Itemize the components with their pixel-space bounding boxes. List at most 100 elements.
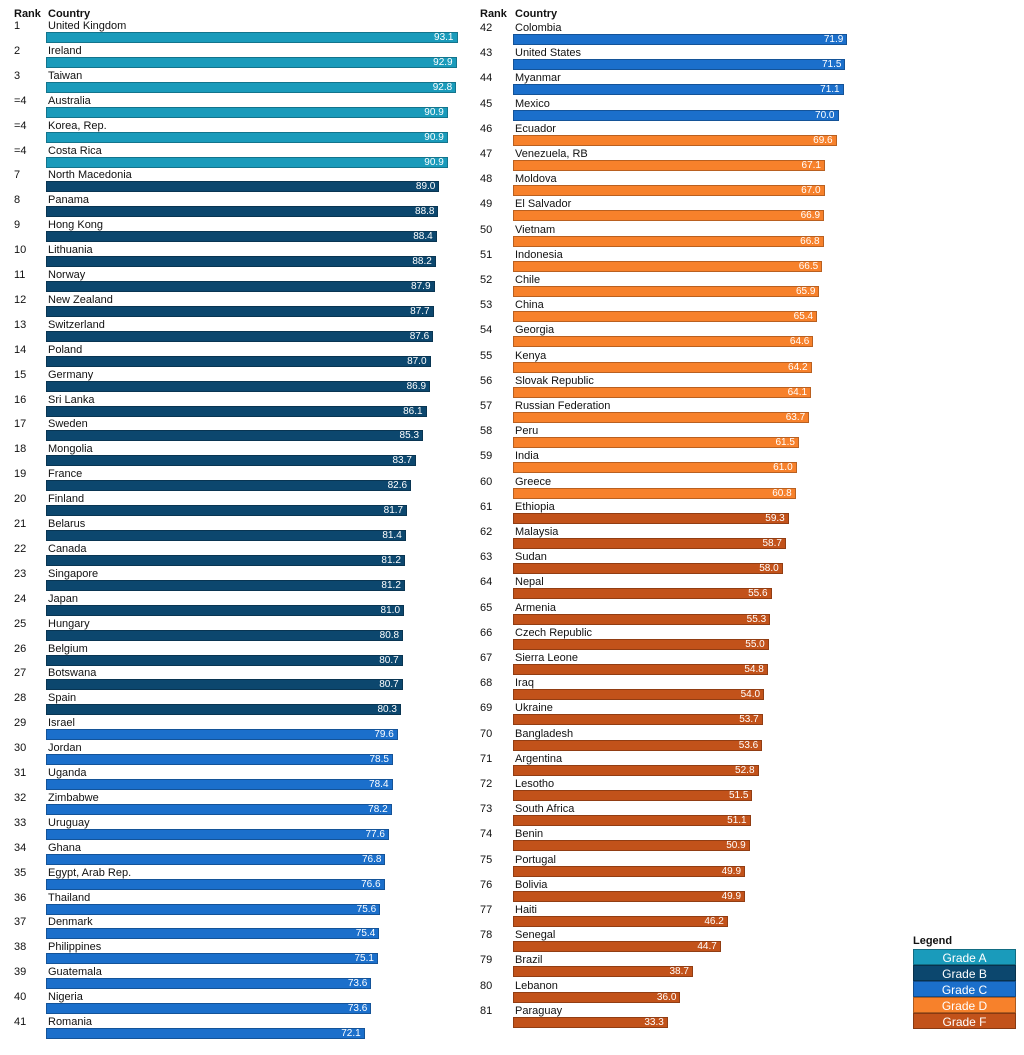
- rank-label: 34: [14, 841, 27, 854]
- rank-label: 45: [480, 97, 493, 110]
- bar: [513, 59, 846, 71]
- bar: [46, 505, 408, 517]
- value-label: 65.4: [793, 311, 814, 323]
- rank-label: 25: [14, 617, 27, 630]
- bar: [513, 588, 772, 600]
- value-label: 87.6: [409, 330, 430, 342]
- country-label: Denmark: [48, 916, 93, 929]
- rank-label: 33: [14, 816, 27, 829]
- bar: [513, 916, 728, 927]
- rank-label: 12: [14, 293, 27, 306]
- value-label: 87.9: [411, 281, 431, 292]
- value-label: 79.6: [374, 729, 394, 741]
- rank-label: 56: [480, 374, 493, 387]
- bar: [46, 1003, 372, 1015]
- bar: [46, 1028, 365, 1039]
- bar: [46, 554, 405, 566]
- country-label: Venezuela, RB: [515, 148, 588, 160]
- rank-label: 24: [14, 592, 27, 605]
- rank-label: 17: [14, 418, 27, 431]
- legend-title: Legend: [913, 935, 953, 947]
- country-label: China: [515, 299, 544, 312]
- value-label: 81.4: [382, 530, 402, 541]
- bar: [46, 56, 457, 68]
- rank-label: 28: [14, 692, 27, 705]
- value-label: 58.7: [762, 538, 782, 549]
- bar: [46, 81, 457, 93]
- country-label: Bangladesh: [515, 727, 574, 740]
- country-label: Ghana: [48, 841, 82, 854]
- value-label: 46.2: [704, 916, 724, 927]
- country-label: Mongolia: [48, 443, 93, 456]
- legend-grade-b: Grade B: [913, 965, 1016, 981]
- rank-label: 71: [480, 752, 493, 765]
- rank-label: 73: [480, 803, 493, 816]
- value-label: 50.9: [726, 840, 746, 852]
- country-label: El Salvador: [515, 198, 572, 211]
- rank-label: 46: [480, 122, 493, 135]
- country-label: Thailand: [48, 891, 91, 904]
- country-label: France: [48, 468, 83, 481]
- rank-label: 29: [14, 717, 27, 730]
- value-label: 71.9: [823, 34, 844, 45]
- country-label: Sudan: [515, 551, 547, 564]
- country-label: Finland: [48, 493, 85, 506]
- bar: [46, 305, 434, 317]
- value-label: 61.0: [773, 462, 793, 474]
- rank-label: 18: [14, 443, 27, 456]
- country-label: Egypt, Arab Rep.: [48, 866, 132, 879]
- country-label: Greece: [515, 475, 552, 488]
- rank-label: 9: [14, 219, 21, 232]
- rank-label: 55: [480, 349, 493, 362]
- country-label: Norway: [48, 269, 86, 281]
- bar: [513, 160, 825, 171]
- value-label: 69.6: [813, 134, 833, 146]
- value-label: 63.7: [785, 412, 806, 423]
- country-label: Nepal: [515, 576, 544, 589]
- bar: [513, 260, 823, 272]
- bar: [513, 361, 812, 373]
- value-label: 75.4: [355, 928, 376, 940]
- value-label: 64.2: [788, 361, 808, 373]
- value-label: 71.5: [822, 59, 842, 71]
- country-label: Ethiopia: [515, 500, 555, 513]
- bar: [46, 256, 436, 268]
- value-label: 59.3: [765, 512, 785, 524]
- bar: [513, 991, 681, 1003]
- rank-header-right: Rank: [480, 8, 507, 20]
- value-label: 64.1: [787, 386, 808, 398]
- value-label: 54.0: [740, 689, 761, 701]
- value-label: 75.6: [356, 903, 377, 915]
- value-label: 55.6: [748, 588, 768, 600]
- bar: [46, 206, 439, 218]
- country-label: Benin: [515, 828, 544, 841]
- bar: [513, 840, 750, 852]
- bar: [46, 754, 393, 766]
- value-label: 77.6: [365, 828, 385, 840]
- rank-label: 64: [480, 576, 493, 589]
- bar: [513, 286, 820, 297]
- bar: [46, 106, 448, 118]
- legend-grade-d: Grade D: [913, 997, 1016, 1013]
- rank-label: 38: [14, 941, 27, 954]
- rank-label: 61: [480, 500, 493, 513]
- country-label: Slovak Republic: [515, 374, 594, 387]
- value-label: 67.0: [801, 185, 821, 197]
- value-label: 81.0: [380, 604, 401, 616]
- bar: [513, 487, 796, 499]
- bar: [513, 689, 765, 701]
- rank-label: 11: [14, 269, 26, 281]
- country-label: Uruguay: [48, 816, 90, 829]
- value-label: 83.7: [392, 455, 412, 467]
- rank-label: 41: [14, 1016, 27, 1028]
- bar: [46, 978, 372, 990]
- bar: [513, 613, 771, 625]
- value-label: 87.0: [407, 355, 427, 367]
- bar: [46, 953, 378, 965]
- value-label: 53.6: [738, 739, 759, 751]
- country-label: Romania: [48, 1016, 93, 1028]
- value-label: 38.7: [669, 966, 689, 978]
- bar: [513, 386, 812, 398]
- rank-label: 37: [14, 916, 27, 929]
- rank-label: 31: [14, 767, 27, 779]
